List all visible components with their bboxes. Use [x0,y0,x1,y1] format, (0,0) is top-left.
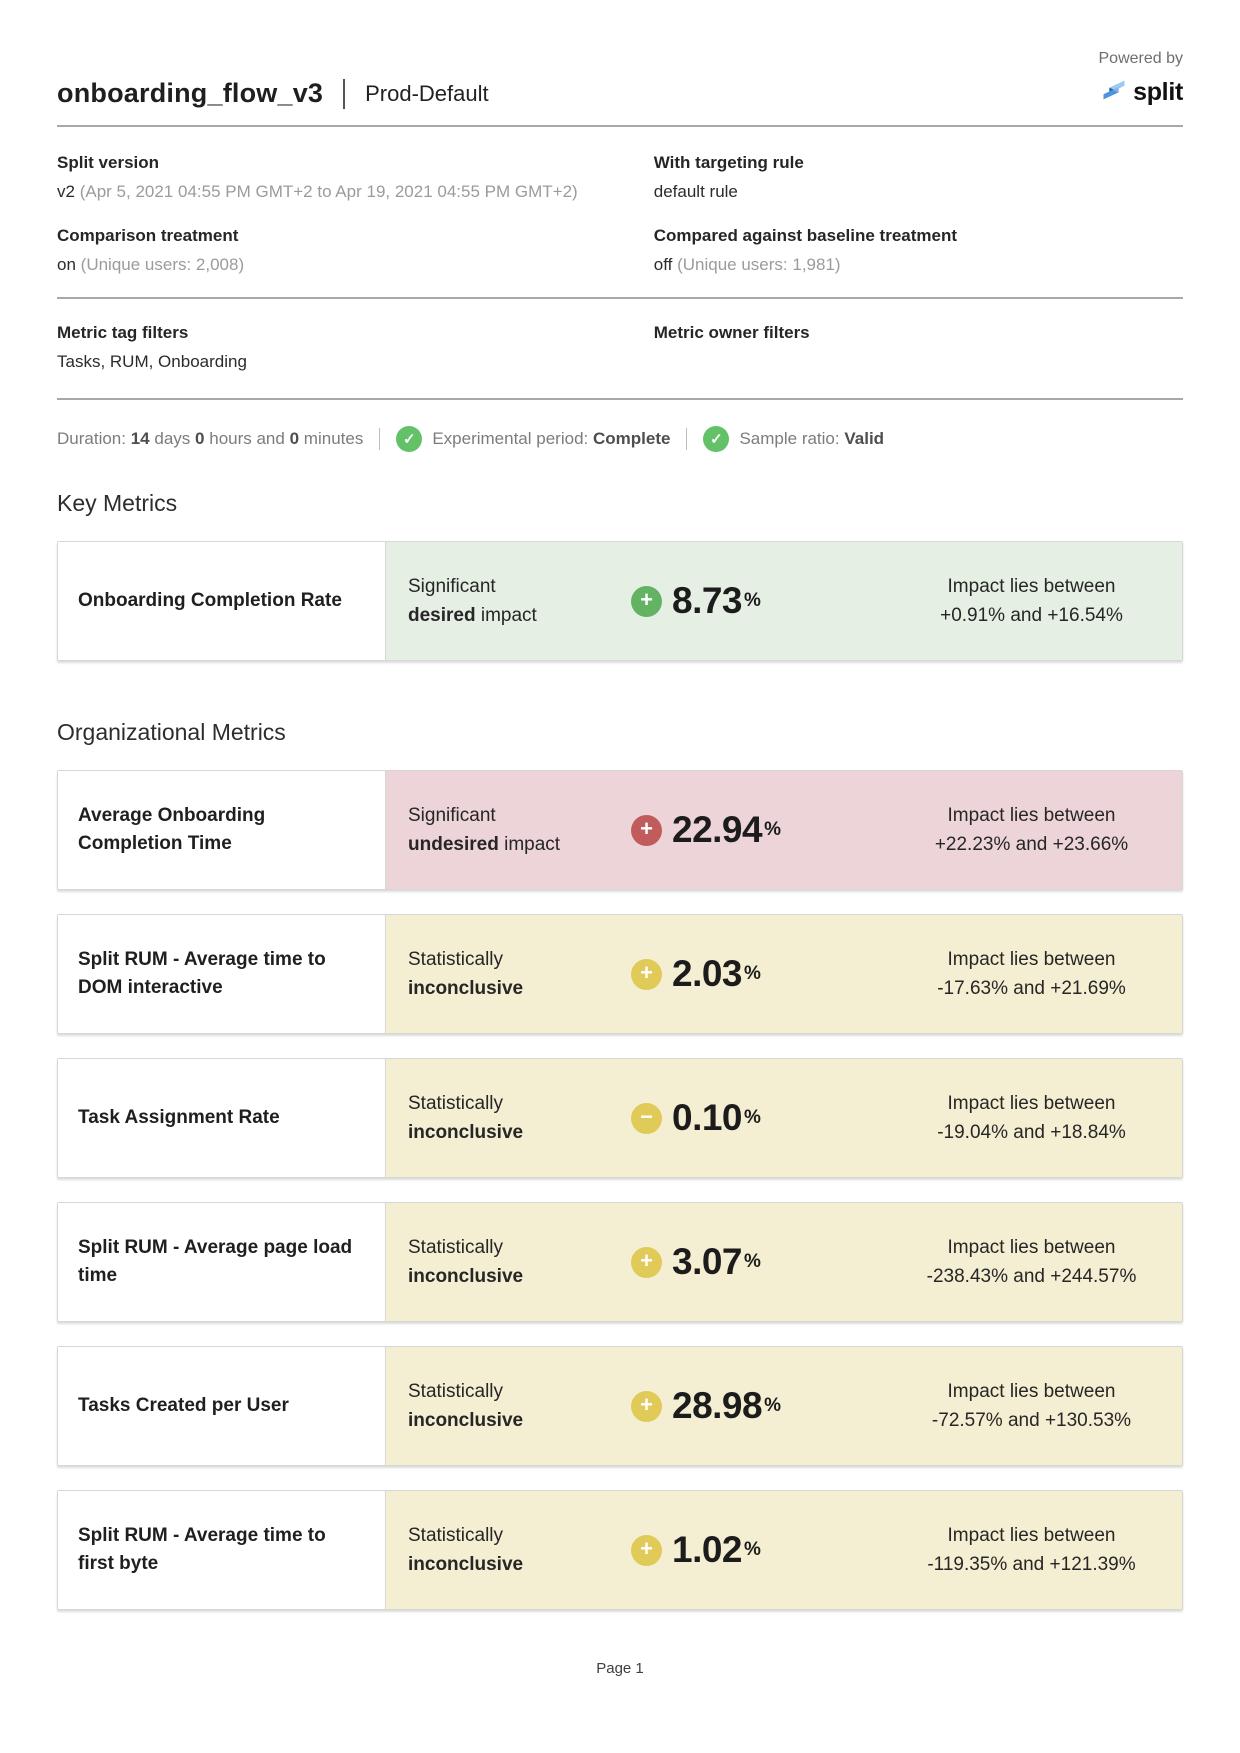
plus-icon: + [631,1246,662,1278]
comparison-treatment-value: on (Unique users: 2,008) [57,255,245,274]
experiment-status-bar: Duration: 14 days 0 hours and 0 minutes … [57,426,1183,452]
targeting-rule-block: With targeting rule default rule [654,153,1183,202]
comparison-treatment-label: Comparison treatment [57,226,239,245]
metric-impact-range: Impact lies between +0.91% and +16.54% [940,575,1123,626]
plus-icon: + [631,1390,662,1422]
metric-name: Onboarding Completion Rate [58,542,386,660]
key-metrics-list: Onboarding Completion Rate Significant d… [57,541,1183,661]
metric-card: Split RUM - Average page load time Stati… [57,1202,1183,1322]
metric-tag-filters-value: Tasks, RUM, Onboarding [57,352,247,371]
metric-impact-value: − 0.10 % [631,1097,921,1139]
metric-name: Task Assignment Rate [58,1059,386,1177]
branding: Powered by split [1099,50,1184,109]
experimental-period-text: Experimental period: Complete [432,429,671,448]
organizational-metrics-list: Average Onboarding Completion Time Signi… [57,770,1183,1610]
environment-name: Prod-Default [365,80,489,106]
brand-row: split [1099,76,1183,109]
metric-status-text: Statistically inconclusive [408,1380,524,1431]
plus-icon: + [631,585,662,617]
sample-ratio-text: Sample ratio: Valid [739,429,885,448]
minus-icon: − [631,1102,662,1134]
powered-by-label: Powered by [1098,50,1184,67]
organizational-metrics-title: Organizational Metrics [57,719,286,745]
metric-card: Split RUM - Average time to DOM interact… [57,914,1183,1034]
metric-impact-range: Impact lies between -72.57% and +130.53% [931,1380,1132,1431]
metric-impact-value: + 22.94 % [631,809,921,851]
metric-owner-filters-label: Metric owner filters [653,323,810,342]
experiment-meta: Split version v2 (Apr 5, 2021 04:55 PM G… [57,153,1183,275]
report-header: onboarding_flow_v3 Prod-Default Powered … [57,50,1183,109]
brand-wordmark: split [1133,78,1183,106]
check-icon: ✓ [396,426,423,452]
metric-impact-range: Impact lies between -17.63% and +21.69% [937,948,1126,999]
metric-impact-range: Impact lies between -19.04% and +18.84% [937,1092,1126,1143]
metric-name: Split RUM - Average time to first byte [58,1491,386,1609]
plus-icon: + [631,1534,662,1566]
plus-icon: + [631,958,662,990]
baseline-treatment-block: Compared against baseline treatment off … [654,226,1183,275]
metric-result-panel: Statistically inconclusive + 28.98 % Imp… [386,1347,1182,1465]
metric-impact-range: Impact lies between -238.43% and +244.57… [926,1236,1137,1287]
metric-impact-value: + 3.07 % [631,1241,921,1283]
status-divider [686,428,688,450]
metric-name: Split RUM - Average time to DOM interact… [58,915,386,1033]
metric-tag-filters-block: Metric tag filters Tasks, RUM, Onboardin… [57,323,654,372]
metric-card: Task Assignment Rate Statistically incon… [57,1058,1183,1178]
metric-impact-range: Impact lies between -119.35% and +121.39… [927,1524,1136,1575]
metric-status-text: Statistically inconclusive [408,948,524,999]
metric-owner-filters-block: Metric owner filters [654,323,1183,372]
check-icon: ✓ [703,426,730,452]
metric-impact-value: + 1.02 % [631,1529,921,1571]
metric-impact-value: + 2.03 % [631,953,921,995]
title-group: onboarding_flow_v3 Prod-Default [57,78,489,109]
comparison-treatment-block: Comparison treatment on (Unique users: 2… [57,226,654,275]
metric-status-text: Statistically inconclusive [408,1524,524,1575]
title-separator [343,78,346,109]
split-logo-icon [1100,76,1128,109]
metric-name: Tasks Created per User [58,1347,386,1465]
metric-tag-filters-label: Metric tag filters [57,323,189,342]
filters-row: Metric tag filters Tasks, RUM, Onboardin… [57,323,1183,372]
split-version-block: Split version v2 (Apr 5, 2021 04:55 PM G… [57,153,654,202]
targeting-rule-value: default rule [653,182,738,201]
metric-result-panel: Statistically inconclusive + 2.03 % Impa… [386,915,1182,1033]
metric-result-panel: Statistically inconclusive − 0.10 % Impa… [386,1059,1182,1177]
metric-impact-value: + 28.98 % [631,1385,921,1427]
header-divider [57,125,1183,127]
metric-status-text: Statistically inconclusive [408,1236,524,1287]
metric-status-text: Significant desired impact [408,575,537,626]
key-metrics-title: Key Metrics [57,490,178,516]
baseline-treatment-label: Compared against baseline treatment [653,226,958,245]
page-title: onboarding_flow_v3 [57,78,324,108]
key-metrics-section: Key Metrics Onboarding Completion Rate S… [57,490,1183,661]
split-version-label: Split version [57,153,160,172]
metric-status-text: Statistically inconclusive [408,1092,524,1143]
metric-card: Average Onboarding Completion Time Signi… [57,770,1183,890]
targeting-rule-label: With targeting rule [653,153,804,172]
filters-divider [57,398,1183,400]
metric-card: Tasks Created per User Statistically inc… [57,1346,1183,1466]
metric-result-panel: Statistically inconclusive + 3.07 % Impa… [386,1203,1182,1321]
metric-name: Average Onboarding Completion Time [58,771,386,889]
metric-result-panel: Significant undesired impact + 22.94 % I… [386,771,1182,889]
page-number: Page 1 [596,1660,644,1677]
plus-icon: + [631,814,662,846]
organizational-metrics-section: Organizational Metrics Average Onboardin… [57,719,1183,1610]
metric-impact-value: + 8.73 % [631,580,921,622]
baseline-treatment-value: off (Unique users: 1,981) [653,255,841,274]
metric-status-text: Significant undesired impact [408,804,561,855]
metric-result-panel: Statistically inconclusive + 1.02 % Impa… [386,1491,1182,1609]
report-page: onboarding_flow_v3 Prod-Default Powered … [57,50,1183,1677]
split-version-value: v2 (Apr 5, 2021 04:55 PM GMT+2 to Apr 19… [57,182,578,201]
metric-card: Onboarding Completion Rate Significant d… [57,541,1183,661]
duration-text: Duration: 14 days 0 hours and 0 minutes [57,429,364,448]
meta-divider [57,297,1183,299]
metric-card: Split RUM - Average time to first byte S… [57,1490,1183,1610]
metric-name: Split RUM - Average page load time [58,1203,386,1321]
metric-impact-range: Impact lies between +22.23% and +23.66% [934,804,1129,855]
metric-result-panel: Significant desired impact + 8.73 % Impa… [386,542,1182,660]
status-divider [379,428,381,450]
